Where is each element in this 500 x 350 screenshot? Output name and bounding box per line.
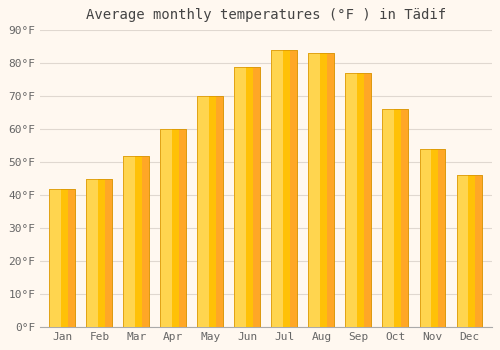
Bar — [86, 178, 113, 327]
Bar — [61, 189, 68, 327]
Bar — [456, 175, 482, 327]
Bar — [283, 50, 290, 327]
Bar — [272, 50, 283, 327]
Bar — [394, 110, 400, 327]
Bar — [50, 189, 76, 327]
Bar — [86, 178, 113, 327]
Bar — [382, 110, 394, 327]
Bar — [198, 96, 209, 327]
Bar — [308, 54, 334, 327]
Bar — [456, 175, 482, 327]
Bar — [420, 149, 446, 327]
Bar — [431, 149, 438, 327]
Bar — [246, 66, 252, 327]
Bar — [320, 54, 326, 327]
Bar — [346, 73, 357, 327]
Bar — [420, 149, 431, 327]
Bar — [160, 129, 186, 327]
Title: Average monthly temperatures (°F ) in Tädif: Average monthly temperatures (°F ) in Tä… — [86, 8, 446, 22]
Bar — [382, 110, 408, 327]
Bar — [234, 66, 246, 327]
Bar — [468, 175, 474, 327]
Bar — [50, 189, 76, 327]
Bar — [382, 110, 408, 327]
Bar — [346, 73, 372, 327]
Bar — [124, 155, 135, 327]
Bar — [209, 96, 216, 327]
Bar — [420, 149, 446, 327]
Bar — [98, 178, 104, 327]
Bar — [346, 73, 372, 327]
Bar — [272, 50, 297, 327]
Bar — [50, 189, 61, 327]
Bar — [160, 129, 186, 327]
Bar — [172, 129, 178, 327]
Bar — [198, 96, 224, 327]
Bar — [124, 155, 150, 327]
Bar — [308, 54, 334, 327]
Bar — [234, 66, 260, 327]
Bar — [160, 129, 172, 327]
Bar — [456, 175, 468, 327]
Bar — [124, 155, 150, 327]
Bar — [135, 155, 141, 327]
Bar — [357, 73, 364, 327]
Bar — [308, 54, 320, 327]
Bar — [234, 66, 260, 327]
Bar — [272, 50, 297, 327]
Bar — [86, 178, 98, 327]
Bar — [198, 96, 224, 327]
